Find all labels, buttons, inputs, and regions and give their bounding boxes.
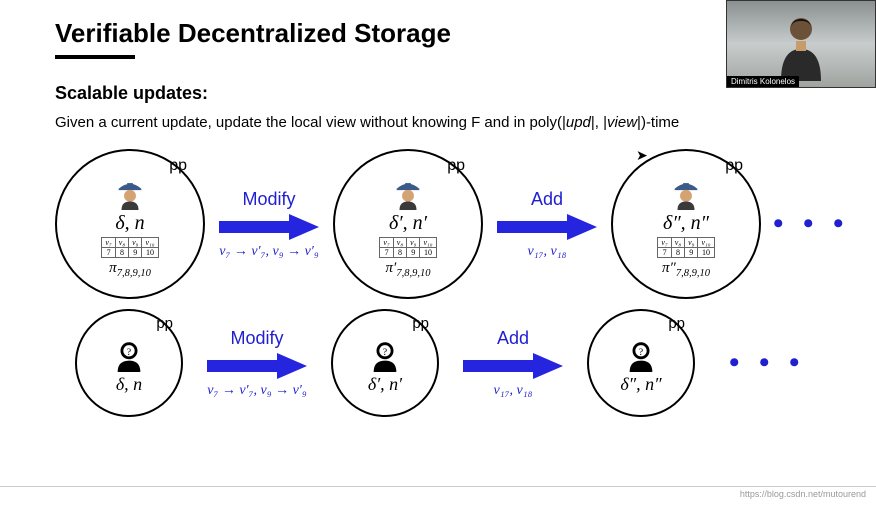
horizontal-rule bbox=[0, 486, 876, 487]
node-verifier-state-3: pp ? δ″, n″ bbox=[587, 309, 695, 417]
pp-label: pp bbox=[447, 157, 465, 175]
node-miner-state-1: pp δ, n v₇v₈v₉v₁₀ 78910 π7,8,9,10 bbox=[55, 149, 205, 299]
svg-text:?: ? bbox=[127, 347, 131, 358]
state-text: δ″, n″ bbox=[620, 374, 661, 395]
node-verifier-state-1: pp ? δ, n bbox=[75, 309, 183, 417]
slide-subtitle: Scalable updates: bbox=[55, 83, 836, 104]
title-underline bbox=[55, 55, 135, 59]
pp-label: pp bbox=[668, 315, 685, 332]
svg-text:?: ? bbox=[383, 347, 387, 358]
node-verifier-state-2: pp ? δ′, n′ bbox=[331, 309, 439, 417]
state-text: δ, n bbox=[115, 212, 144, 235]
presenter-name: Dimitris Kolonelos bbox=[727, 76, 799, 87]
state-text: δ′, n′ bbox=[368, 374, 402, 395]
node-miner-state-2: pp δ′, n′ v₇v₈v₉v₁₀ 78910 π′7,8,9,10 bbox=[333, 149, 483, 299]
pp-label: pp bbox=[156, 315, 173, 332]
arrow-icon bbox=[463, 351, 563, 381]
ellipsis-dots: • • • bbox=[729, 346, 806, 380]
miner-avatar-icon bbox=[113, 176, 147, 210]
pi-text: π″7,8,9,10 bbox=[662, 260, 710, 279]
arrow-add-2: Add v₁₇, v₁₈ bbox=[443, 328, 583, 399]
pi-text: π′7,8,9,10 bbox=[386, 260, 431, 279]
arrow-icon bbox=[219, 212, 319, 242]
pp-label: pp bbox=[169, 157, 187, 175]
presenter-silhouette-icon bbox=[771, 11, 831, 81]
pi-text: π7,8,9,10 bbox=[109, 260, 151, 279]
node-miner-state-3: pp δ″, n″ v₇v₈v₉v₁₀ 78910 π″7,8,9,10 bbox=[611, 149, 761, 299]
slide-title: Verifiable Decentralized Storage bbox=[55, 18, 836, 49]
ellipsis-dots: • • • bbox=[773, 207, 850, 241]
mini-table: v₇v₈v₉v₁₀ 78910 bbox=[101, 237, 158, 258]
mini-table: v₇v₈v₉v₁₀ 78910 bbox=[657, 237, 714, 258]
pp-label: pp bbox=[725, 157, 743, 175]
arrow-icon bbox=[207, 351, 307, 381]
miner-avatar-icon bbox=[669, 176, 703, 210]
state-text: δ″, n″ bbox=[663, 212, 709, 235]
arrow-icon bbox=[497, 212, 597, 242]
verifier-avatar-icon: ? bbox=[624, 338, 658, 372]
miner-avatar-icon bbox=[391, 176, 425, 210]
webcam-overlay: Dimitris Kolonelos bbox=[726, 0, 876, 88]
cursor-icon: ➤ bbox=[636, 148, 648, 165]
verifier-avatar-icon: ? bbox=[112, 338, 146, 372]
state-text: δ, n bbox=[116, 374, 142, 395]
svg-text:?: ? bbox=[639, 347, 643, 358]
watermark-text: https://blog.csdn.net/mutourend bbox=[740, 489, 866, 499]
diagram-row-1: pp δ, n v₇v₈v₉v₁₀ 78910 π7,8,9,10 Modify… bbox=[55, 149, 836, 299]
mini-table: v₇v₈v₉v₁₀ 78910 bbox=[379, 237, 436, 258]
arrow-add-1: Add v₁₇, v₁₈ bbox=[487, 189, 607, 260]
arrow-modify-2: Modify v₇ → v′₇, v₉ → v′₉ bbox=[187, 328, 327, 399]
slide-description: Given a current update, update the local… bbox=[55, 114, 836, 131]
verifier-avatar-icon: ? bbox=[368, 338, 402, 372]
state-text: δ′, n′ bbox=[389, 212, 427, 235]
arrow-modify-1: Modify v₇ → v′₇, v₉ → v′₉ bbox=[209, 189, 329, 260]
pp-label: pp bbox=[412, 315, 429, 332]
diagram-row-2: pp ? δ, n Modify v₇ → v′₇, v₉ → v′₉ pp ?… bbox=[75, 309, 836, 417]
